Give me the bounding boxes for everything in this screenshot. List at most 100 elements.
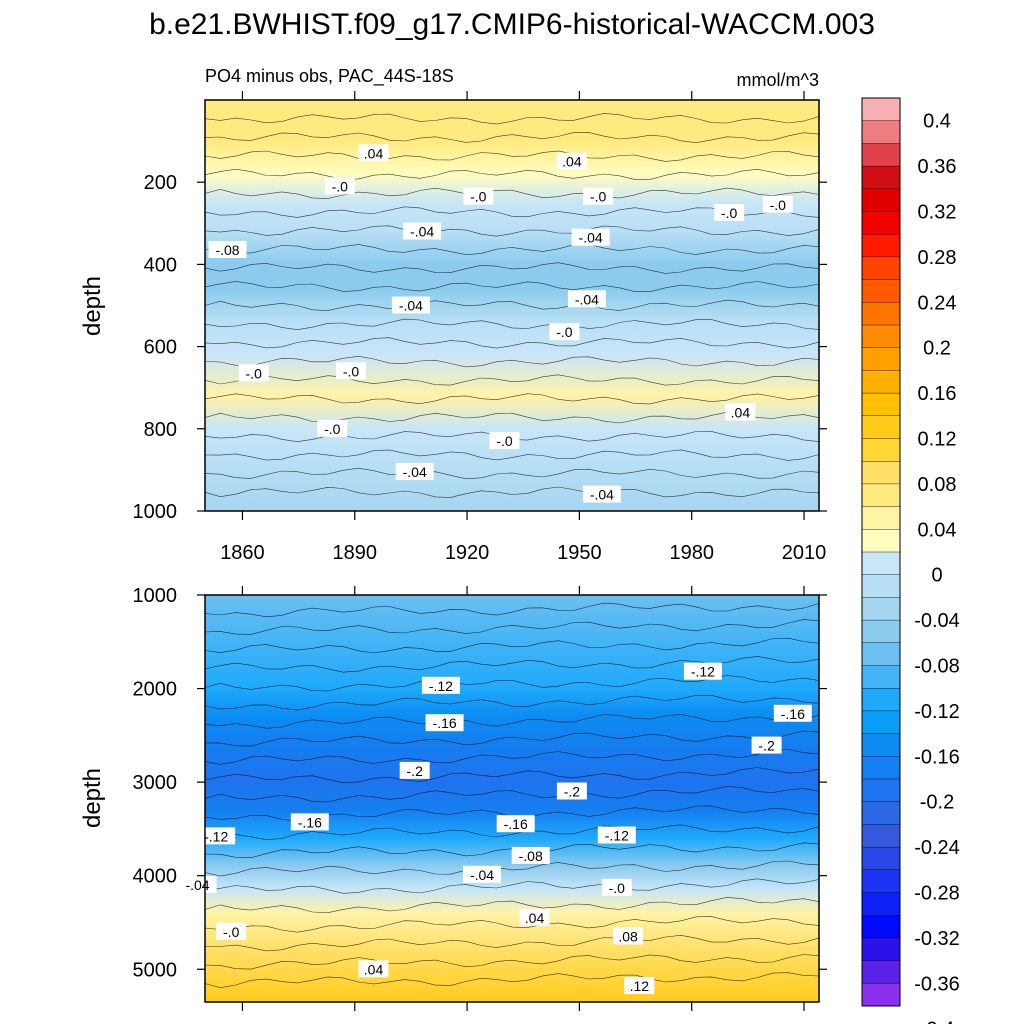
upper-contour-label: -.08: [215, 242, 239, 258]
upper-contour-label-bg: [725, 403, 756, 421]
lower-y-tick-label: 4000: [133, 866, 178, 888]
upper-contour-line: [205, 168, 819, 181]
lower-y-tick-label: 5000: [133, 959, 178, 981]
upper-contour-label: -.0: [324, 421, 341, 437]
upper-x-tick-label: 1890: [333, 542, 378, 564]
upper-contour-line: [205, 374, 819, 386]
lower-contour-line: [205, 860, 819, 877]
upper-contour-label-bg: [336, 362, 366, 380]
upper-contour-label: -.04: [399, 298, 423, 314]
colorbar-swatch: [861, 846, 901, 871]
colorbar-tick-label: -0.32: [914, 928, 960, 950]
colorbar-swatch: [861, 279, 901, 303]
colorbar-swatch: [861, 143, 901, 167]
lower-contour-label-bg: [683, 662, 722, 680]
lower-contour-label-bg: [421, 676, 460, 694]
lower-contour-line: [205, 767, 819, 784]
colorbar-swatch: [861, 347, 901, 371]
lower-contour-line: [205, 878, 819, 894]
lower-contour-label: -.12: [204, 828, 228, 844]
colorbar-swatch: [861, 392, 901, 417]
colorbar-swatch: [861, 892, 901, 916]
lower-contour-label-bg: [751, 736, 782, 754]
lower-y-axis-label: depth: [79, 768, 106, 828]
upper-contour-line: [205, 281, 819, 293]
figure-title: b.e21.BWHIST.f09_g17.CMIP6-historical-WA…: [149, 8, 875, 41]
colorbar-swatch: [861, 483, 901, 508]
upper-frame: [204, 99, 820, 512]
upper-y-tick-label: 200: [144, 172, 177, 194]
upper-contour-line: [205, 486, 819, 498]
colorbar-tick-label: 0.24: [918, 292, 957, 314]
colorbar-swatch: [861, 983, 901, 1007]
colorbar-tick-label: -0.08: [914, 656, 960, 678]
lower-field: [205, 595, 819, 1002]
upper-y-axis-label: depth: [79, 276, 106, 336]
upper-x-tick-label: 2010: [782, 542, 827, 564]
colorbar-swatch: [861, 97, 901, 122]
upper-contour-labels: .04 .04 -.0 -.0 -.0 -.0 -.0 -.04 -.04 -.08 -.04 -.0…: [208, 144, 793, 503]
lower-contour-line: [205, 824, 819, 841]
lower-contour-label: .08: [618, 929, 638, 945]
colorbar-swatch: [861, 733, 901, 757]
colorbar-swatch: [861, 597, 901, 621]
upper-axis-ticks: 200 400 600 800 1000 1860 1890 1920 1950 1980 2010: [133, 91, 827, 564]
upper-contour-line: [205, 187, 819, 199]
upper-contour-label: -.0: [556, 324, 573, 340]
upper-contour-label-bg: [317, 419, 348, 437]
upper-contour-line: [205, 150, 819, 162]
lower-contour-label-bg: [178, 876, 217, 893]
colorbar-tick-label: -0.04: [914, 610, 960, 632]
colorbar-tick-label: 0.12: [918, 429, 957, 451]
upper-y-tick-label: 600: [144, 337, 177, 359]
upper-contour-label-bg: [762, 195, 793, 213]
lower-contour-label-bg: [773, 704, 812, 722]
colorbar-swatch: [861, 574, 901, 598]
colorbar-swatch: [861, 256, 901, 281]
colorbar-swatch: [861, 529, 901, 553]
upper-contour-label-bg: [571, 228, 610, 246]
upper-contour-label-bg: [549, 323, 580, 341]
lower-contour-label-bg: [463, 865, 501, 883]
colorbar-tick-label: 0.04: [918, 519, 957, 541]
upper-contour-label-bg: [358, 144, 389, 162]
colorbar-swatch: [861, 937, 901, 962]
lower-contour-label: -.04: [470, 867, 494, 883]
upper-subtitle: PO4 minus obs, PAC_44S-18S: [205, 66, 454, 87]
upper-contour-label-bg: [403, 222, 442, 240]
upper-contour-line: [205, 225, 819, 237]
colorbar-tick-label: 0.2: [923, 338, 951, 360]
colorbar-tick-label: -0.2: [920, 792, 954, 814]
upper-contour-line: [205, 262, 819, 274]
upper-contour-label-bg: [714, 204, 745, 221]
lower-contour-line: [205, 954, 819, 970]
upper-contour-line: [205, 299, 819, 311]
colorbar-tick-label: -0.28: [914, 883, 960, 905]
lower-contour-label-bg: [496, 815, 535, 833]
upper-contour-line: [205, 244, 819, 256]
upper-contour-label: .04: [364, 145, 384, 161]
upper-contour-label: -.04: [590, 487, 614, 503]
colorbar-tick-label: 0.36: [918, 156, 957, 178]
lower-contour-label-bg: [601, 878, 632, 896]
upper-contour-label-bg: [583, 187, 614, 205]
upper-contour-line: [205, 411, 819, 424]
colorbar-swatch: [861, 165, 901, 190]
upper-contour-label: .04: [731, 404, 751, 420]
upper-contour-label: -.0: [332, 178, 349, 194]
upper-contour-line: [205, 467, 819, 480]
upper-contour-label-bg: [489, 432, 520, 450]
colorbar-swatch: [861, 233, 901, 258]
colorbar-tick-label: 0.32: [918, 202, 957, 224]
lower-contour-label: -.0: [609, 880, 626, 896]
upper-contour-label: -.04: [403, 464, 427, 480]
colorbar: 0.4 0.36 0.32 0.28 0.24 0.2 0.16 0.12 0.08 0.04 0 -…: [861, 97, 960, 1024]
lower-contour-label: -.16: [298, 814, 322, 830]
lower-contour-label: -.16: [504, 816, 528, 832]
lower-contour-line: [205, 714, 819, 729]
lower-contour-line: [205, 785, 819, 803]
upper-contour-label-bg: [391, 296, 430, 314]
lower-contour-label: -.2: [564, 784, 581, 800]
upper-contour-label-bg: [324, 177, 355, 195]
